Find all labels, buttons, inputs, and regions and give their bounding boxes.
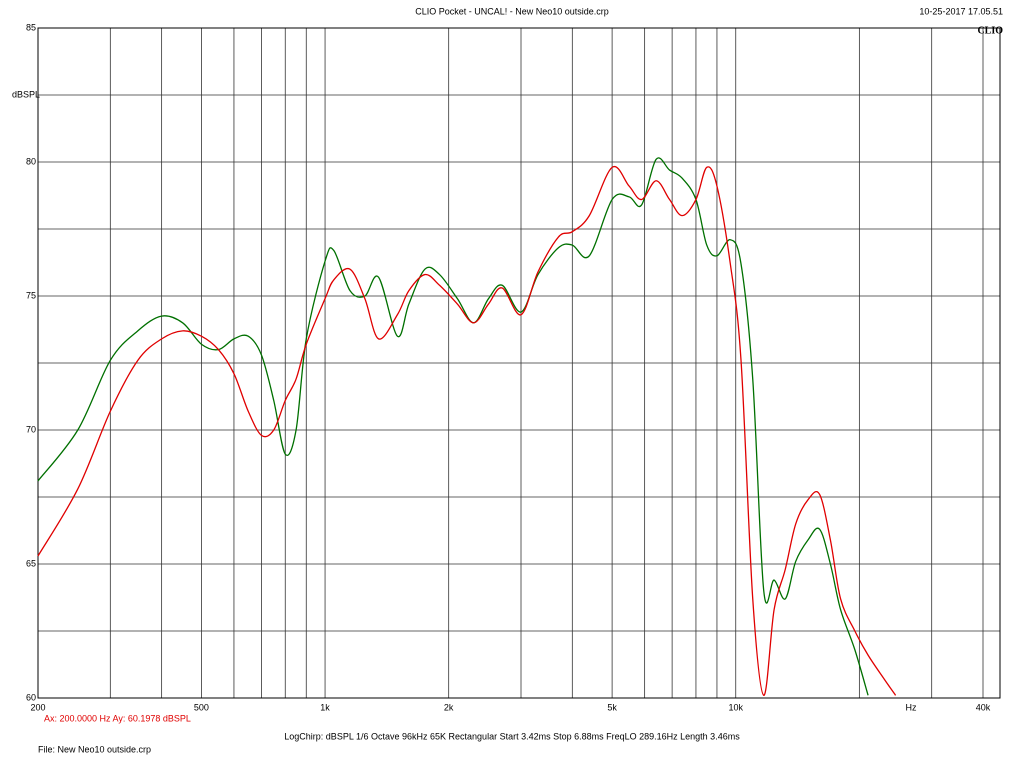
y-tick-label: 85 <box>26 22 36 32</box>
x-tick-label: 10k <box>728 702 743 712</box>
y-tick-label: 60 <box>26 692 36 702</box>
timestamp: 10-25-2017 17.05.51 <box>919 6 1003 16</box>
chart-title: CLIO Pocket - UNCAL! - New Neo10 outside… <box>415 6 609 16</box>
y-tick-label: 75 <box>26 290 36 300</box>
brand: CLIO <box>977 25 1003 36</box>
x-tick-label: 2k <box>444 702 454 712</box>
x-axis-label: Hz <box>906 702 917 712</box>
y-tick-label: 70 <box>26 424 36 434</box>
settings: LogChirp: dBSPL 1/6 Octave 96kHz 65K Rec… <box>284 731 740 741</box>
cursor-readout: Ax: 200.0000 Hz Ay: 60.1978 dBSPL <box>44 713 191 723</box>
x-tick-label: 40k <box>976 702 991 712</box>
y-axis-label: dBSPL <box>12 89 40 99</box>
series-line <box>37 157 869 696</box>
plot-frame <box>37 27 1001 699</box>
x-tick-label: 1k <box>320 702 330 712</box>
y-tick-label: 65 <box>26 558 36 568</box>
y-tick-label: 80 <box>26 156 36 166</box>
x-tick-label: 5k <box>607 702 617 712</box>
series-line <box>37 165 897 696</box>
x-tick-label: 200 <box>30 702 45 712</box>
x-tick-label: 500 <box>194 702 209 712</box>
file-name: File: New Neo10 outside.crp <box>38 744 151 754</box>
